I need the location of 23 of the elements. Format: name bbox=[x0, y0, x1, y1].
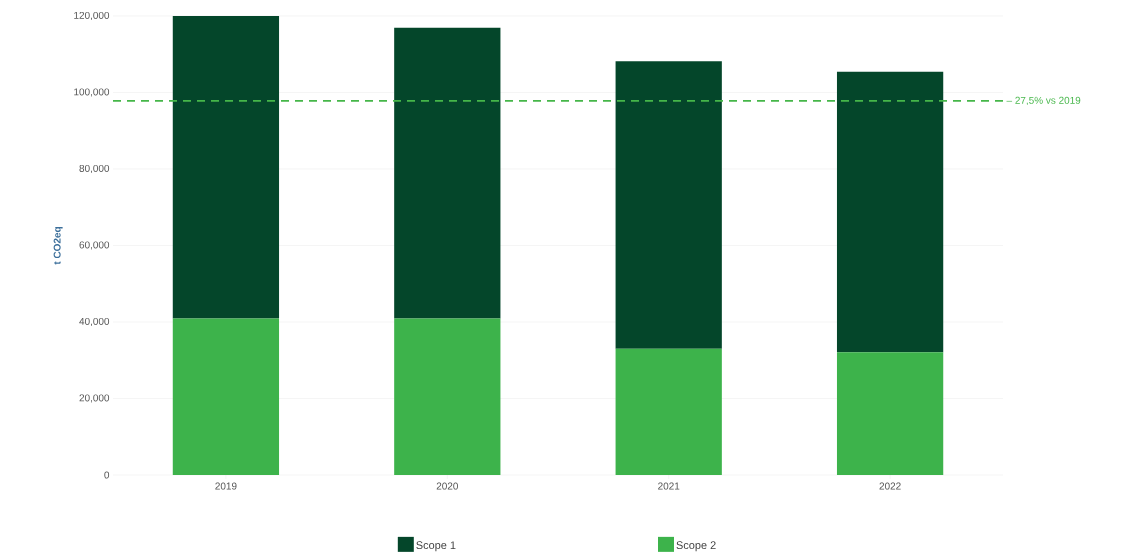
bar bbox=[172, 318, 280, 475]
legend-label: Scope 1 bbox=[416, 541, 456, 552]
bar bbox=[615, 61, 722, 349]
y-tick-label: 60,000 bbox=[79, 241, 110, 250]
bar bbox=[836, 352, 944, 475]
bar bbox=[836, 71, 944, 353]
y-tick-label: 80,000 bbox=[79, 164, 110, 174]
y-tick-label: 40,000 bbox=[79, 317, 110, 327]
bar bbox=[394, 27, 501, 319]
y-tick-label: 100,000 bbox=[74, 88, 110, 97]
y-tick-label: 120,000 bbox=[74, 11, 110, 21]
bar bbox=[172, 16, 280, 319]
bar bbox=[615, 348, 722, 475]
bar bbox=[394, 318, 501, 475]
y-tick-label: 20,000 bbox=[79, 394, 110, 403]
y-axis-title: t CO2eq bbox=[53, 227, 63, 265]
ref-line-label: – 27,5% vs 2019 bbox=[1006, 96, 1081, 106]
x-tick-label: 2021 bbox=[658, 482, 680, 490]
x-tick-label: 2019 bbox=[215, 482, 237, 490]
legend-label: Scope 2 bbox=[676, 541, 716, 552]
x-tick-label: 2022 bbox=[879, 482, 901, 490]
x-tick-label: 2020 bbox=[436, 482, 458, 490]
y-tick-label: 0 bbox=[104, 471, 110, 479]
